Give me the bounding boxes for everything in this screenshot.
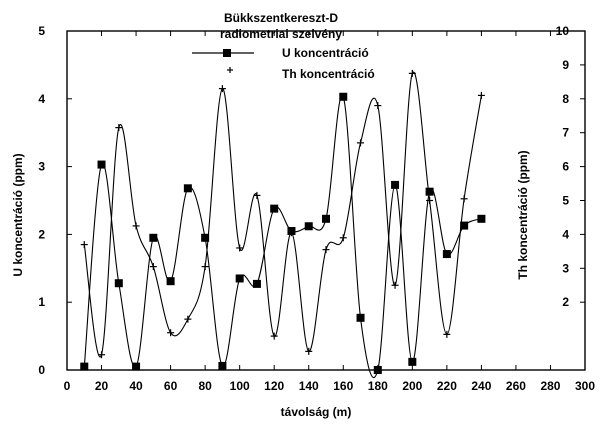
x-tick-label: 100 (230, 379, 250, 393)
y2-tick-label: 3 (562, 261, 569, 275)
th-point (391, 281, 399, 289)
u-point (477, 214, 486, 223)
y2-tick-label: 7 (562, 126, 569, 140)
x-tick-label: 180 (368, 379, 388, 393)
x-tick-label: 220 (437, 379, 457, 393)
x-tick-label: 260 (506, 379, 526, 393)
th-point (236, 244, 244, 252)
y-axis-label: U koncentráció (ppm) (11, 153, 25, 276)
u-point (252, 279, 261, 288)
legend: U koncentráció Th koncentráció (192, 46, 375, 81)
series-u (80, 92, 486, 378)
series-th (80, 69, 485, 359)
u-point (356, 313, 365, 322)
th-point (270, 332, 278, 340)
y2-tick-label: 6 (562, 160, 569, 174)
series-line-th (83, 71, 482, 358)
y-tick-label: 0 (38, 363, 45, 377)
th-point (287, 229, 295, 237)
th-point (149, 263, 157, 271)
y2-tick-label: 10 (556, 24, 570, 38)
x-tick-label: 60 (164, 379, 178, 393)
th-point (115, 124, 123, 132)
x-tick-label: 140 (299, 379, 319, 393)
u-point (201, 233, 210, 242)
th-point (357, 139, 365, 147)
th-point (426, 197, 434, 204)
x-tick-label: 0 (64, 379, 71, 393)
y-tick-label: 2 (38, 227, 45, 241)
u-point (132, 362, 141, 371)
th-point (80, 241, 88, 249)
y2-tick-label: 5 (562, 194, 569, 208)
u-point (425, 187, 434, 196)
plot-frame (66, 30, 586, 371)
y2-tick-label: 8 (562, 92, 569, 106)
y-tick-label: 4 (38, 92, 45, 106)
u-point (442, 250, 451, 259)
chart-title: Bükkszentkereszt-D radiometriai szelvény (220, 11, 342, 41)
x-tick-label: 200 (402, 379, 422, 393)
u-point (339, 92, 348, 101)
u-point (391, 180, 400, 189)
chart-title-line-2: radiometriai szelvény (220, 27, 342, 41)
legend-th-label: Th koncentráció (282, 67, 375, 81)
legend-u-label: U koncentráció (282, 46, 369, 60)
u-point (304, 222, 313, 231)
th-point (443, 330, 451, 338)
x-tick-label: 80 (198, 379, 212, 393)
u-point (183, 184, 192, 193)
x-tick-label: 280 (540, 379, 560, 393)
y-tick-label: 5 (38, 24, 45, 38)
u-point (218, 361, 227, 370)
u-point (80, 362, 89, 371)
th-point (305, 347, 313, 355)
x-tick-label: 300 (575, 379, 595, 393)
th-point (132, 222, 140, 230)
u-point (149, 233, 158, 242)
th-point (98, 351, 106, 359)
th-point (477, 91, 485, 99)
legend-th-marker (227, 67, 233, 73)
series-layer (80, 69, 486, 378)
x-tick-label: 120 (264, 379, 284, 393)
th-point (218, 85, 226, 93)
x-tick-label: 40 (129, 379, 143, 393)
y2-tick-label: 9 (562, 58, 569, 72)
u-point (460, 221, 469, 230)
legend-u-marker (223, 49, 231, 57)
x-tick-label: 240 (471, 379, 491, 393)
th-point (339, 234, 347, 242)
u-point (270, 204, 279, 213)
th-point (184, 315, 192, 323)
u-point (97, 160, 106, 169)
u-point (408, 357, 417, 366)
series-line-u (83, 94, 482, 378)
th-point (201, 263, 209, 271)
th-point (374, 102, 382, 110)
y2-tick-label: 2 (562, 295, 569, 309)
u-point (166, 277, 175, 286)
th-point (408, 69, 416, 77)
u-point (235, 274, 244, 283)
y2-tick-label: 4 (562, 227, 569, 241)
th-point (460, 195, 468, 203)
x-tick-label: 160 (333, 379, 353, 393)
chart-title-line-1: Bükkszentkereszt-D (224, 11, 338, 25)
u-point (322, 214, 330, 223)
y-tick-label: 3 (38, 160, 45, 174)
u-point (114, 279, 123, 288)
th-point (253, 191, 261, 199)
x-axis-label: távolság (m) (281, 405, 352, 419)
axes: 0 20 40 60 80 100 120 140 160 180 200 220 240 260 280 3… (38, 24, 595, 393)
th-point (167, 329, 175, 337)
y2-axis-label: Th koncentráció (ppm) (516, 150, 530, 279)
y-tick-label: 1 (38, 295, 45, 309)
u-point (373, 366, 382, 374)
th-point (322, 246, 330, 254)
x-tick-label: 20 (95, 379, 109, 393)
